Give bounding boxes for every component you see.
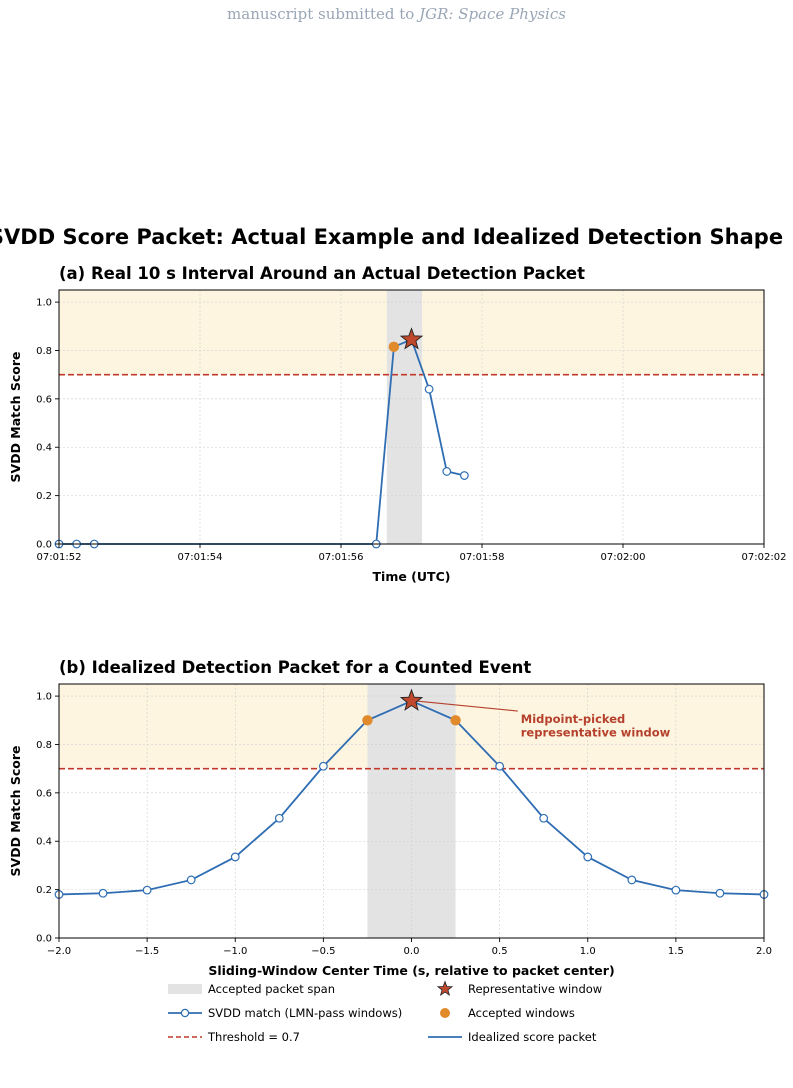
legend-item: Accepted windows bbox=[440, 1006, 575, 1020]
panel-a-xtick-label: 07:01:56 bbox=[319, 552, 364, 563]
legend-item: Representative window bbox=[436, 980, 602, 997]
panel-a-xtick-label: 07:01:54 bbox=[178, 552, 223, 563]
panel-b-xlabel: Sliding-Window Center Time (s, relative … bbox=[208, 963, 614, 978]
panel-a-xlabel: Time (UTC) bbox=[373, 569, 451, 584]
legend-item: SVDD match (LMN-pass windows) bbox=[168, 1006, 402, 1020]
panel-b-score-point bbox=[186, 875, 196, 885]
legend-item: Accepted packet span bbox=[168, 982, 335, 996]
legend-gray-patch bbox=[168, 984, 202, 994]
header-journal: JGR: Space Physics bbox=[419, 5, 566, 23]
legend-label: Accepted windows bbox=[468, 1006, 575, 1020]
panel-b-annotation-arrow bbox=[415, 700, 518, 712]
panel-b-xtick-label: 1.0 bbox=[580, 946, 596, 957]
panel-a-score-point bbox=[442, 467, 452, 476]
panel-b-score-point bbox=[715, 888, 725, 898]
panel-b-score-point bbox=[539, 813, 549, 823]
legend-item: Idealized score packet bbox=[428, 1030, 597, 1044]
legend-item: Threshold = 0.7 bbox=[168, 1030, 300, 1044]
panel-a-ylabel: SVDD Match Score bbox=[8, 352, 23, 483]
panel-b-accepted-window bbox=[362, 715, 373, 726]
panel-a-frame bbox=[58, 289, 765, 545]
panel-b-score-point bbox=[274, 813, 284, 823]
legend-label: Representative window bbox=[468, 982, 602, 996]
panel-a-xtick-label: 07:01:58 bbox=[460, 552, 505, 563]
panel-b-accepted-window bbox=[450, 715, 461, 726]
panel-b-ytick-label: 0.4 bbox=[36, 837, 52, 848]
panel-b-score-point bbox=[627, 875, 637, 885]
figure-suptitle: SVDD Score Packet: Actual Example and Id… bbox=[0, 225, 783, 249]
legend-label: SVDD match (LMN-pass windows) bbox=[208, 1006, 402, 1020]
panel-b-score-point bbox=[495, 761, 505, 771]
legend-label: Threshold = 0.7 bbox=[207, 1030, 300, 1044]
panel-b-annotation-text: representative window bbox=[521, 726, 671, 740]
panel-b-xtick-label: −0.5 bbox=[311, 946, 335, 957]
panel-b-ytick-label: 0.0 bbox=[36, 934, 52, 945]
panel-b-title: (b) Idealized Detection Packet for a Cou… bbox=[59, 658, 531, 677]
panel-a-ytick-label: 0.2 bbox=[36, 491, 52, 502]
legend-orange-dot bbox=[440, 1008, 450, 1018]
panel-b-ytick-label: 0.2 bbox=[36, 885, 52, 896]
legend-open-circle bbox=[180, 1008, 190, 1018]
legend-label: Accepted packet span bbox=[208, 982, 335, 996]
panel-b-accepted-span bbox=[367, 684, 456, 938]
panel-a-accepted-window bbox=[388, 341, 400, 353]
panel-a-ytick-label: 0.4 bbox=[36, 443, 52, 454]
panel-b-annotation-text: Midpoint-picked bbox=[521, 712, 626, 726]
panel-a-ytick-label: 0.8 bbox=[36, 346, 52, 357]
panel-b-score-point bbox=[142, 885, 152, 895]
panel-b-score-point bbox=[230, 852, 240, 862]
panel-a-xtick-label: 07:02:02 bbox=[742, 552, 787, 563]
panel-b-representative-star bbox=[399, 688, 424, 711]
legend-star-icon bbox=[436, 980, 454, 997]
panel-a-accepted-span bbox=[386, 290, 423, 544]
panel-a-score-point bbox=[424, 384, 434, 394]
panel-a-xtick-label: 07:01:52 bbox=[37, 552, 82, 563]
panel-a-ytick-label: 0.6 bbox=[36, 394, 52, 405]
panel-b-ytick-label: 1.0 bbox=[36, 692, 52, 703]
panel-b-xtick-label: 0.0 bbox=[404, 946, 420, 957]
legend-label: Idealized score packet bbox=[468, 1030, 597, 1044]
panel-b-xtick-label: 0.5 bbox=[492, 946, 508, 957]
panel-b-ytick-label: 0.6 bbox=[36, 788, 52, 799]
panel-a-ytick-label: 0.0 bbox=[36, 540, 52, 551]
panel-b-xtick-label: −1.0 bbox=[223, 946, 247, 957]
panel-b-xtick-label: 1.5 bbox=[668, 946, 684, 957]
panel-a-representative-star bbox=[399, 327, 424, 350]
panel-a: 07:01:52 07:01:54 07:01:56 07:01:58 07:02:00… bbox=[8, 264, 786, 584]
panel-b-score-point bbox=[671, 885, 681, 895]
panel-a-xtick-label: 07:02:00 bbox=[601, 552, 646, 563]
panel-b-ylabel: SVDD Match Score bbox=[8, 746, 23, 877]
panel-b-xtick-label: −1.5 bbox=[135, 946, 159, 957]
panel-a-title: (a) Real 10 s Interval Around an Actual … bbox=[59, 264, 585, 283]
legend: Accepted packet span Representative windo… bbox=[168, 980, 602, 1044]
panel-b-xtick-label: 2.0 bbox=[756, 946, 772, 957]
panel-a-ytick-label: 1.0 bbox=[36, 298, 52, 309]
panel-b-xtick-label: −2.0 bbox=[47, 946, 71, 957]
panel-b-ytick-label: 0.8 bbox=[36, 740, 52, 751]
panel-b-score-point bbox=[98, 888, 108, 898]
manuscript-header: manuscript submitted to JGR: Space Physi… bbox=[0, 5, 793, 23]
panel-a-score-point bbox=[459, 471, 469, 480]
panel-b-score-point bbox=[318, 761, 328, 771]
header-prefix: manuscript submitted to bbox=[227, 5, 415, 23]
panel-b-score-point bbox=[583, 852, 593, 862]
